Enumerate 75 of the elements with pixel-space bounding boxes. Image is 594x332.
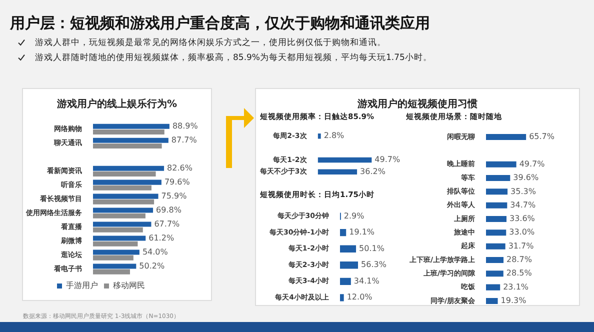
data-label: 36.2% bbox=[360, 166, 386, 176]
bar bbox=[93, 227, 143, 232]
data-label: 65.7% bbox=[529, 132, 555, 142]
data-label: 34.7% bbox=[510, 200, 536, 210]
data-label: 2.9% bbox=[344, 211, 365, 220]
data-label: 19.1% bbox=[349, 228, 375, 237]
data-label: 49.7% bbox=[374, 155, 400, 164]
data-label: 35.3% bbox=[510, 186, 536, 196]
bar bbox=[93, 124, 170, 129]
bar bbox=[93, 166, 164, 171]
data-label: 87.7% bbox=[171, 135, 198, 144]
data-label: 23.1% bbox=[503, 282, 529, 292]
bar bbox=[93, 194, 158, 199]
data-label: 2.8% bbox=[324, 131, 345, 140]
data-label: 69.8% bbox=[156, 205, 182, 214]
data-label: 82.6% bbox=[167, 163, 193, 172]
bar bbox=[486, 175, 510, 182]
bar bbox=[93, 208, 154, 213]
data-label: 88.9% bbox=[172, 121, 198, 130]
bar bbox=[486, 256, 504, 263]
bar bbox=[486, 216, 506, 222]
bar bbox=[93, 264, 136, 269]
text: 游戏人群中，玩短视频是最常见的网络休闲娱乐方式之一，使用比例仅低于购物和通讯。 bbox=[35, 37, 386, 49]
data-label: 33.6% bbox=[509, 214, 536, 224]
bar bbox=[340, 278, 351, 285]
text: 用户层：短视频和游戏用户重合度高，仅次于购物和通讯类应用 bbox=[10, 14, 431, 33]
data-label: 49.7% bbox=[519, 159, 546, 168]
text: 游戏人群随时随地的使用短视频媒体，频率极高，85.9%为每天都用短视频，平均每天玩1.75小时。 bbox=[35, 52, 432, 64]
bar bbox=[486, 243, 506, 250]
bar bbox=[486, 161, 516, 168]
data-label: 31.7% bbox=[508, 241, 534, 250]
bar bbox=[93, 138, 168, 143]
bar bbox=[93, 143, 162, 148]
data-label: 34.1% bbox=[354, 276, 380, 286]
data-label: 39.6% bbox=[513, 173, 539, 182]
data-label: 67.7% bbox=[154, 219, 180, 228]
bar bbox=[486, 230, 506, 236]
data-label: 28.7% bbox=[506, 255, 532, 264]
bar bbox=[93, 241, 138, 246]
bar bbox=[93, 250, 140, 255]
data-label: 50.1% bbox=[359, 244, 385, 253]
bar bbox=[340, 294, 344, 302]
bar bbox=[340, 245, 356, 252]
legend-label: 移动网民 bbox=[113, 281, 145, 290]
bar bbox=[486, 188, 508, 195]
bar bbox=[486, 270, 504, 277]
data-label: 28.5% bbox=[506, 268, 532, 278]
data-label: 75.9% bbox=[161, 191, 188, 200]
bar bbox=[486, 134, 526, 140]
bar bbox=[93, 269, 130, 274]
data-label: 79.6% bbox=[164, 177, 190, 186]
data-label: 54.0% bbox=[142, 247, 168, 256]
bar bbox=[93, 222, 152, 227]
data-label: 33.0% bbox=[509, 228, 535, 237]
bar bbox=[93, 255, 134, 260]
bar bbox=[486, 202, 508, 208]
data-label: 61.2% bbox=[148, 233, 174, 242]
bar bbox=[93, 180, 162, 185]
text: 游戏用户的短视频使用习惯 bbox=[356, 97, 478, 111]
bar bbox=[93, 199, 154, 204]
data-label: 56.3% bbox=[361, 260, 387, 270]
bar bbox=[93, 185, 152, 190]
bar bbox=[93, 236, 146, 241]
bar bbox=[486, 284, 500, 290]
data-label: 50.2% bbox=[139, 261, 165, 270]
bar bbox=[93, 213, 146, 218]
data-label: 19.3% bbox=[500, 296, 527, 306]
chart-title: 游戏用户的线上娱乐行为% bbox=[56, 97, 178, 111]
data-label: 12.0% bbox=[346, 292, 373, 302]
bar bbox=[93, 171, 156, 176]
bar bbox=[340, 229, 346, 236]
bar bbox=[93, 129, 164, 135]
legend-label: 手游用户 bbox=[66, 281, 98, 290]
bar bbox=[486, 298, 498, 304]
bar bbox=[340, 262, 358, 269]
